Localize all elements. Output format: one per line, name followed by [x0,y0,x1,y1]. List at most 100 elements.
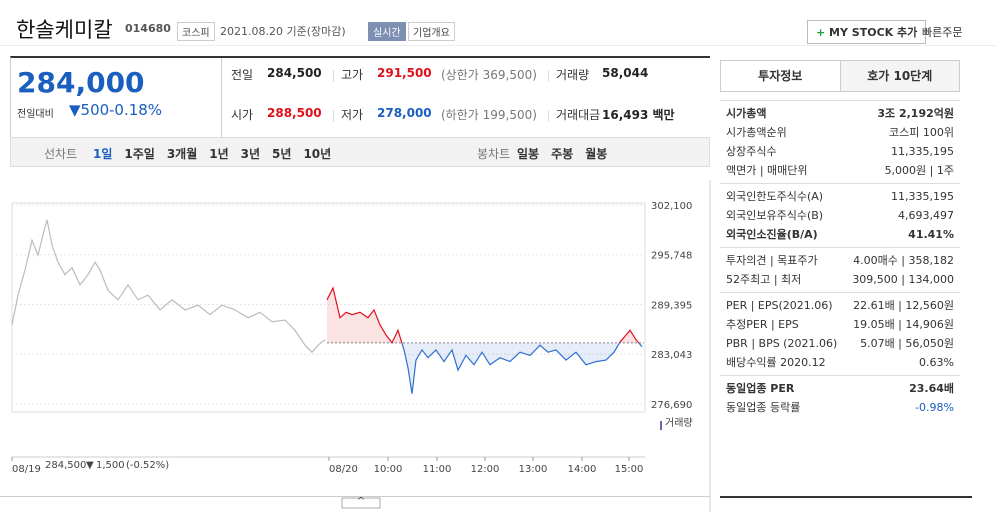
stat-label: 거래대금 [556,108,601,122]
y-tick-label: 283,043 [651,350,692,361]
row-label: 외국인소진율(B/A) [726,228,818,241]
price-box: 284,000 전일대비 ▼500 -0.18% [10,56,222,138]
x-tick-label: 15:00 [615,464,644,475]
panel-row: 외국인소진율(B/A) 41.41% [720,225,960,244]
plot-frame [11,202,646,413]
row-label: 동일업종 등락률 [726,401,801,414]
scroll-handle[interactable] [341,497,381,509]
row-label: 동일업종 PER [726,382,795,395]
x-tick-label: 08/20 [329,464,358,475]
panel-row: 동일업종 PER 23.64배 [720,379,960,398]
period-tab[interactable]: 1일 [93,147,113,161]
row-value: 309,500 | 134,000 [852,273,954,286]
period-tab[interactable]: 1주일 [124,147,155,161]
row-label: 시가총액순위 [726,126,787,139]
line-down [391,342,643,394]
quick-order[interactable]: 빠른주문 [922,26,963,39]
row-value: 코스피 100위 [889,126,954,139]
prev-change: 1,500 [96,460,125,471]
x-tick-label: 12:00 [471,464,500,475]
overview-button[interactable]: 기업개요 [408,22,455,41]
period-tab[interactable]: 1년 [209,147,229,161]
bottom-line [0,496,710,497]
row-label: 시가총액 [726,107,767,120]
stat-label: 거래량 [556,68,590,82]
panel-section: 외국인한도주식수(A) 11,335,195 외국인보유주식수(B) 4,693,49… [720,183,960,247]
period-tab[interactable]: 3개월 [166,147,198,161]
row-value: 3조 2,192억원 [877,107,954,120]
panel-section: 시가총액 3조 2,192억원 시가총액순위 코스피 100위 상장주식수 11,335,… [720,100,960,183]
plus-icon: + [816,26,830,39]
row-label: PER | EPS(2021.06) [726,299,833,312]
stat-label: 전일 [231,68,254,82]
change-rate: -0.18% [109,101,163,119]
row-value: 4.00매수 | 358,182 [853,254,954,267]
x-tick-label: 11:00 [423,464,452,475]
row-label: 상장주식수 [726,145,777,158]
panel-row: 시가총액순위 코스피 100위 [720,123,960,142]
panel-tab[interactable]: 투자정보 [758,69,803,83]
prev-rate: (-0.52%) [126,460,169,471]
y-tick-label: 276,690 [651,400,692,411]
panel-row: PER | EPS(2021.06) 22.61배 | 12,560원 [720,296,960,315]
panel-row: PBR | BPS (2021.06) 5.07배 | 56,050원 [720,334,960,353]
stats-table: 전일 284,500 고가 291,500 (상한가 369,500) 거래량 58,044… [221,56,710,138]
stat-note: (하한가 199,500) [441,108,537,122]
candle-chart-label: 봉차트 [477,147,511,161]
stock-code: 014680 [125,22,171,35]
candles: 일봉 주봉 월봉 [511,145,613,162]
row-value: 41.41% [908,228,954,241]
panel-row: 액면가 | 매매단위 5,000원 | 1주 [720,161,960,180]
row-value: 11,335,195 [891,190,954,203]
volume-label: 거래량 [665,417,693,429]
stat-value: 16,493 백만 [602,108,675,122]
row-label: 배당수익률 2020.12 [726,356,826,369]
panel-row: 동일업종 등락률 -0.98% [720,398,960,417]
panel-row: 시가총액 3조 2,192억원 [720,104,960,123]
panel-tabs: 투자정보 호가 10단계 [720,60,960,92]
y-tick-label: 302,100 [651,201,692,212]
scroll-icon: ^ [357,496,365,507]
mystock-button[interactable]: + MY STOCK 추가 [807,20,927,44]
panel-section: 투자의견 | 목표주가 4.00매수 | 358,182 52주최고 | 최저 309… [720,247,960,292]
period-tab[interactable]: 10년 [303,147,332,161]
panel-row: 52주최고 | 최저 309,500 | 134,000 [720,270,960,289]
stat-divider [548,110,549,122]
period-tab[interactable]: 3년 [240,147,261,161]
panel-row: 추정PER | EPS 19.05배 | 14,906원 [720,315,960,334]
row-value: 22.61배 | 12,560원 [853,299,954,312]
panel-row: 투자의견 | 목표주가 4.00매수 | 358,182 [720,251,960,270]
stat-label: 저가 [341,108,364,122]
panel-bottom-line [720,496,972,498]
candle-tab[interactable]: 월봉 [585,147,608,161]
chart: ^ 거래량 284,500 ▼ 1,500 (-0.52%) 302,100 29… [11,180,711,512]
row-value: 4,693,497 [898,209,954,222]
panel-row: 외국인한도주식수(A) 11,335,195 [720,187,960,206]
stat-value: 291,500 [377,66,432,80]
panel-row: 배당수익률 2020.12 0.63% [720,353,960,372]
stat-divider [333,110,334,122]
candle-tab[interactable]: 일봉 [517,147,540,161]
candle-tab[interactable]: 주봉 [551,147,574,161]
divider [0,45,996,46]
period-tab[interactable]: 5년 [272,147,292,161]
periods: 1일 1주일 3개월 1년 3년 5년 10년 [87,145,337,162]
line [11,219,326,354]
row-value: 5.07배 | 56,050원 [860,337,954,350]
panel-tab[interactable]: 호가 10단계 [839,61,959,91]
realtime-tag[interactable]: 실시간 [368,22,406,41]
row-value: 23.64배 [909,382,954,395]
row-label: 외국인보유주식수(B) [726,209,824,222]
row-label: 액면가 | 매매단위 [726,164,808,177]
area-up [327,288,642,343]
stat-value: 278,000 [377,106,432,120]
row-value: -0.98% [915,401,954,414]
stat-value: 284,500 [267,66,322,80]
row-label: 52주최고 | 최저 [726,273,802,286]
row-label: PBR | BPS (2021.06) [726,337,838,350]
change: ▼500 [69,101,110,119]
